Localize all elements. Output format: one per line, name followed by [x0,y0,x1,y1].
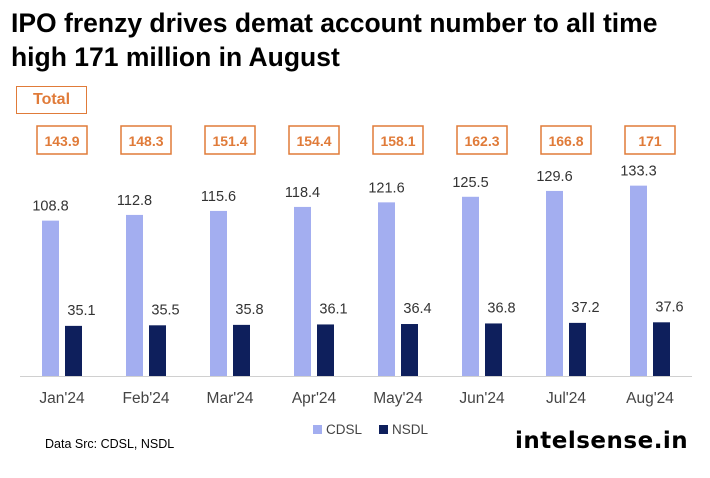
nsdl-value-label: 35.1 [67,303,95,319]
nsdl-value-label: 37.2 [571,300,599,316]
x-tick-label: May'24 [373,390,423,407]
nsdl-bar [485,323,502,376]
nsdl-value-label: 35.5 [151,302,179,318]
x-tick-label: Jun'24 [459,390,505,407]
chart-title: IPO frenzy drives demat account number t… [11,8,658,72]
x-tick-label: Apr'24 [292,390,337,407]
total-value-label: 158.1 [380,133,415,149]
legend-swatch-nsdl [379,425,388,434]
nsdl-bar [401,324,418,376]
brand-watermark: intelsense.in [515,428,689,454]
cdsl-value-label: 115.6 [201,189,236,205]
total-box [624,125,676,155]
cdsl-value-label: 121.6 [368,180,404,196]
cdsl-value-label: 118.4 [285,185,320,201]
total-box [288,125,340,155]
cdsl-bar [126,214,143,376]
total-label-box: Total [16,86,87,114]
total-box [204,125,256,155]
nsdl-value-label: 36.4 [403,301,431,317]
x-tick-label: Aug'24 [626,390,674,407]
cdsl-bar [630,185,647,376]
total-box [456,125,508,155]
legend-label-nsdl: NSDL [392,422,429,437]
total-value-label: 151.4 [212,133,247,149]
total-value-label: 166.8 [548,133,583,149]
x-tick-label: Jul'24 [546,390,586,407]
data-source-note: Data Src: CDSL, NSDL [45,437,175,451]
cdsl-value-label: 108.8 [32,199,68,215]
nsdl-value-label: 35.8 [235,302,263,318]
nsdl-bar [233,324,250,376]
total-box [36,125,88,155]
cdsl-value-label: 112.8 [117,193,152,209]
nsdl-value-label: 36.8 [487,300,515,316]
nsdl-bar [569,322,586,376]
total-value-label: 143.9 [44,133,79,149]
total-value-label: 154.4 [296,133,331,149]
cdsl-bar [378,202,395,376]
cdsl-value-label: 125.5 [452,175,488,191]
legend-label-cdsl: CDSL [326,422,363,437]
x-tick-label: Mar'24 [207,390,254,407]
cdsl-bar [546,190,563,376]
x-tick-label: Jan'24 [39,390,85,407]
total-box [120,125,172,155]
total-value-label: 171 [638,133,662,149]
x-tick-label: Feb'24 [123,390,170,407]
nsdl-value-label: 36.1 [319,301,347,317]
cdsl-bar [210,210,227,376]
cdsl-value-label: 129.6 [536,169,572,185]
legend-swatch-cdsl [313,425,322,434]
nsdl-bar [65,325,82,376]
nsdl-bar [653,322,670,376]
cdsl-bar [462,196,479,376]
cdsl-value-label: 133.3 [620,164,656,180]
nsdl-bar [149,325,166,376]
nsdl-value-label: 37.6 [655,299,683,315]
nsdl-bar [317,324,334,376]
cdsl-bar [42,220,59,376]
cdsl-bar [294,206,311,376]
total-value-label: 148.3 [128,133,163,149]
total-box [540,125,592,155]
total-box [372,125,424,155]
total-value-label: 162.3 [464,133,499,149]
